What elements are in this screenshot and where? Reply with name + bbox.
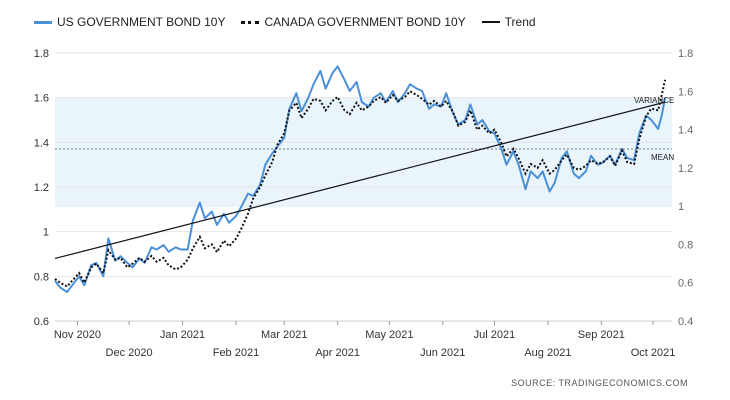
legend-label-trend: Trend xyxy=(504,15,536,29)
legend-swatch-canada xyxy=(241,20,260,24)
x-tick-label: Apr 2021 xyxy=(315,347,360,359)
legend-swatch-trend xyxy=(481,21,500,23)
x-tick-label: Jun 2021 xyxy=(420,347,465,359)
y-left-tick-label: 0.8 xyxy=(34,271,49,283)
y-right-tick-label: 1.4 xyxy=(678,125,693,137)
y-right-tick-label: 1.6 xyxy=(678,86,693,98)
legend-item-us[interactable]: US GOVERNMENT BOND 10Y xyxy=(34,15,225,29)
legend-label-us: US GOVERNMENT BOND 10Y xyxy=(57,15,226,29)
y-left-tick-label: 1.6 xyxy=(34,93,49,105)
x-tick-label: Sep 2021 xyxy=(578,329,625,341)
legend-label-canada: CANADA GOVERNMENT BOND 10Y xyxy=(264,15,466,29)
legend-item-trend[interactable]: Trend xyxy=(481,15,536,29)
variance-label: VARIANCE xyxy=(634,96,674,105)
x-axis: Nov 2020 Jan 2021 Mar 2021 May 2021 Jul 2021… xyxy=(54,321,676,359)
source-credit: SOURCE: TRADINGECONOMICS.COM xyxy=(511,378,688,388)
x-tick-label: Oct 2021 xyxy=(631,347,676,359)
x-tick-label: Feb 2021 xyxy=(213,347,259,359)
y-right-tick-label: 0.6 xyxy=(678,278,693,290)
x-tick-label: Nov 2020 xyxy=(54,329,101,341)
y-left-tick-label: 0.6 xyxy=(34,316,49,328)
y-right-tick-label: 1.2 xyxy=(678,163,693,175)
x-tick-label: Jul 2021 xyxy=(474,329,516,341)
y-right-tick-label: 1 xyxy=(678,201,684,213)
series-line-us[interactable] xyxy=(54,65,667,293)
x-tick-label: Dec 2020 xyxy=(106,347,153,359)
y-left-tick-label: 1.2 xyxy=(34,182,49,194)
y-right-tick-label: 0.4 xyxy=(678,316,693,328)
legend-swatch-us xyxy=(34,20,52,24)
y-left-tick-label: 1.4 xyxy=(34,137,49,149)
series-layer xyxy=(54,65,667,293)
variance-band xyxy=(55,97,672,208)
x-tick-label: May 2021 xyxy=(365,329,413,341)
legend-item-canada[interactable]: CANADA GOVERNMENT BOND 10Y xyxy=(241,15,466,29)
x-tick-label: Jan 2021 xyxy=(160,329,205,341)
y-right-tick-label: 1.8 xyxy=(678,48,693,60)
legend: US GOVERNMENT BOND 10Y CANADA GOVERNMENT… xyxy=(34,12,552,32)
x-tick-label: Aug 2021 xyxy=(524,347,571,359)
y-axis-right: 0.4 0.6 0.8 1 1.2 1.4 1.6 1.8 xyxy=(678,48,693,328)
y-left-tick-label: 1.8 xyxy=(34,48,49,60)
trend-line xyxy=(54,101,666,260)
y-left-tick-label: 1 xyxy=(43,227,49,239)
y-right-tick-label: 0.8 xyxy=(678,239,693,251)
x-tick-label: Mar 2021 xyxy=(261,329,307,341)
mean-label: MEAN xyxy=(651,153,674,162)
series-line-canada[interactable] xyxy=(54,79,667,288)
y-axis-left: 0.6 0.8 1 1.2 1.4 1.6 1.8 xyxy=(34,48,49,328)
